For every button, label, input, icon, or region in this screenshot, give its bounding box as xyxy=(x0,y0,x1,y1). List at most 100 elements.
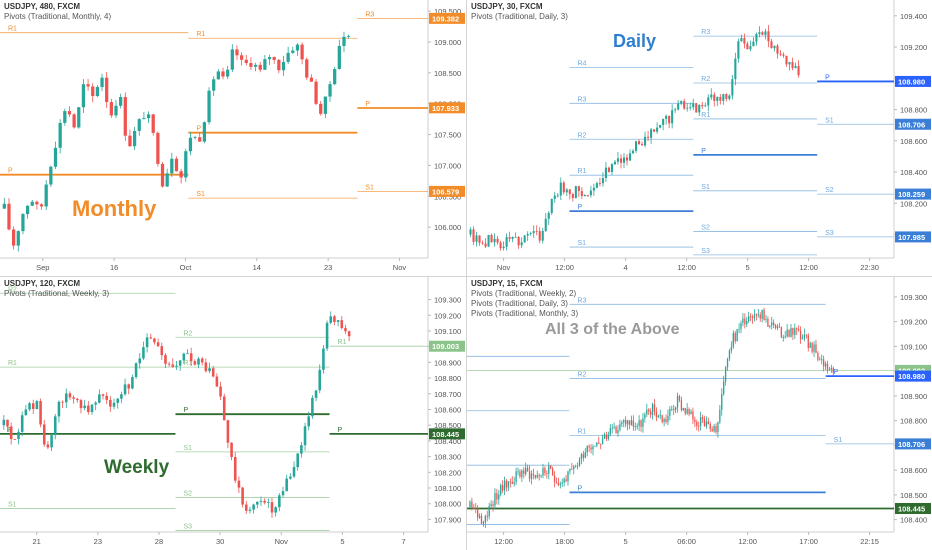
candle-body xyxy=(622,157,626,163)
chart-svg[interactable]: 109.300109.200109.100109.000108.900108.8… xyxy=(467,277,932,550)
candle-body xyxy=(198,137,202,142)
price-tag-label: 109.382 xyxy=(432,14,459,23)
candle-body xyxy=(746,43,749,50)
candle-body xyxy=(758,32,761,35)
candle-body xyxy=(707,97,710,106)
candle-body xyxy=(732,333,734,347)
candle-body xyxy=(605,434,608,439)
x-tick-label: Nov xyxy=(497,263,511,272)
candle-body xyxy=(123,384,127,395)
candle-body xyxy=(580,191,583,196)
candle-body xyxy=(559,182,562,196)
candle-body xyxy=(490,504,492,507)
candle-body xyxy=(710,94,713,98)
candle-body xyxy=(24,409,28,416)
candle-body xyxy=(2,419,6,426)
candle-body xyxy=(248,509,252,511)
candle-body xyxy=(562,182,565,193)
candle-body xyxy=(650,129,653,138)
pivot-label: R2 xyxy=(577,372,586,379)
candle-body xyxy=(471,501,473,509)
candle-body xyxy=(822,359,825,367)
candle-body xyxy=(508,237,511,239)
candle-body xyxy=(219,386,222,397)
candle-body xyxy=(668,115,671,124)
candle-body xyxy=(607,167,611,172)
candle-body xyxy=(574,186,577,198)
chart-panel-combined[interactable]: 109.300109.200109.100109.000108.900108.8… xyxy=(467,277,932,550)
pivot-label: S1 xyxy=(825,117,834,124)
chart-panel-weekly[interactable]: 109.300109.200109.100109.000108.900108.8… xyxy=(0,277,466,550)
x-tick-label: 12:00 xyxy=(494,537,513,546)
candle-body xyxy=(553,195,556,199)
chart-svg[interactable]: 109.300109.200109.100109.000108.900108.8… xyxy=(0,277,466,550)
pivot-label: S1 xyxy=(834,437,843,444)
candle-body xyxy=(292,467,296,477)
price-tag-label: 108.706 xyxy=(898,120,925,129)
candle-body xyxy=(252,504,255,510)
candle-body xyxy=(613,426,615,428)
x-tick-label: 5 xyxy=(746,263,750,272)
candle-body xyxy=(576,465,579,467)
candle-body xyxy=(738,328,740,330)
candle-body xyxy=(475,508,477,510)
chart-panel-monthly[interactable]: 109.500109.000108.500108.000107.500107.0… xyxy=(0,0,466,276)
candle-body xyxy=(594,445,596,447)
chart-svg[interactable]: 109.400109.200109.000108.800108.600108.4… xyxy=(467,0,932,276)
candle-body xyxy=(95,86,100,97)
candle-body xyxy=(39,401,42,425)
pivot-label: R4 xyxy=(577,60,586,67)
candle-body xyxy=(780,327,783,338)
pivot-label: P xyxy=(577,204,582,211)
candle-body xyxy=(809,343,811,348)
candle-body xyxy=(20,415,24,432)
candle-body xyxy=(193,137,197,138)
candle-body xyxy=(646,409,648,415)
x-tick-label: 21 xyxy=(33,537,41,546)
candle-body xyxy=(644,136,647,146)
price-tag-bg xyxy=(895,75,931,87)
candle-body xyxy=(507,481,510,488)
candle-body xyxy=(689,107,692,109)
candle-body xyxy=(634,426,636,428)
price-tag-label: 108.259 xyxy=(898,190,925,199)
price-tag-label: 108.980 xyxy=(898,372,925,381)
candle-body xyxy=(114,105,118,116)
candle-body xyxy=(61,401,64,403)
chart-svg[interactable]: 109.500109.000108.500108.000107.500107.0… xyxy=(0,0,466,276)
indicator-label: Pivots (Traditional, Daily, 3) xyxy=(471,299,568,308)
candle-body xyxy=(788,329,790,337)
candle-body xyxy=(123,97,127,136)
candle-body xyxy=(35,401,39,409)
candle-body xyxy=(764,31,767,35)
y-tick-label: 108.900 xyxy=(434,358,461,367)
candle-body xyxy=(701,417,704,420)
candle-body xyxy=(628,153,632,161)
chart-panel-daily[interactable]: 109.400109.200109.000108.800108.600108.4… xyxy=(467,0,932,276)
candle-body xyxy=(824,363,827,367)
candle-body xyxy=(145,337,149,348)
candle-body xyxy=(131,377,134,389)
candle-body xyxy=(233,457,237,481)
candle-body xyxy=(674,109,677,111)
candle-body xyxy=(713,94,716,101)
candle-body xyxy=(193,361,197,365)
candle-body xyxy=(628,420,631,425)
candle-body xyxy=(222,396,226,421)
candle-body xyxy=(631,150,635,154)
candle-body xyxy=(259,500,263,502)
y-tick-label: 109.000 xyxy=(434,38,461,47)
candle-body xyxy=(663,418,665,423)
candle-body xyxy=(311,397,314,417)
candle-body xyxy=(583,195,586,196)
candle-body xyxy=(653,129,656,132)
candle-body xyxy=(263,500,266,503)
candle-body xyxy=(149,337,153,339)
candle-body xyxy=(737,41,740,59)
candle-body xyxy=(624,420,627,425)
candle-body xyxy=(493,238,496,243)
candle-body xyxy=(178,360,182,366)
candle-body xyxy=(6,419,9,427)
candle-body xyxy=(659,415,661,417)
candle-body xyxy=(724,367,727,382)
